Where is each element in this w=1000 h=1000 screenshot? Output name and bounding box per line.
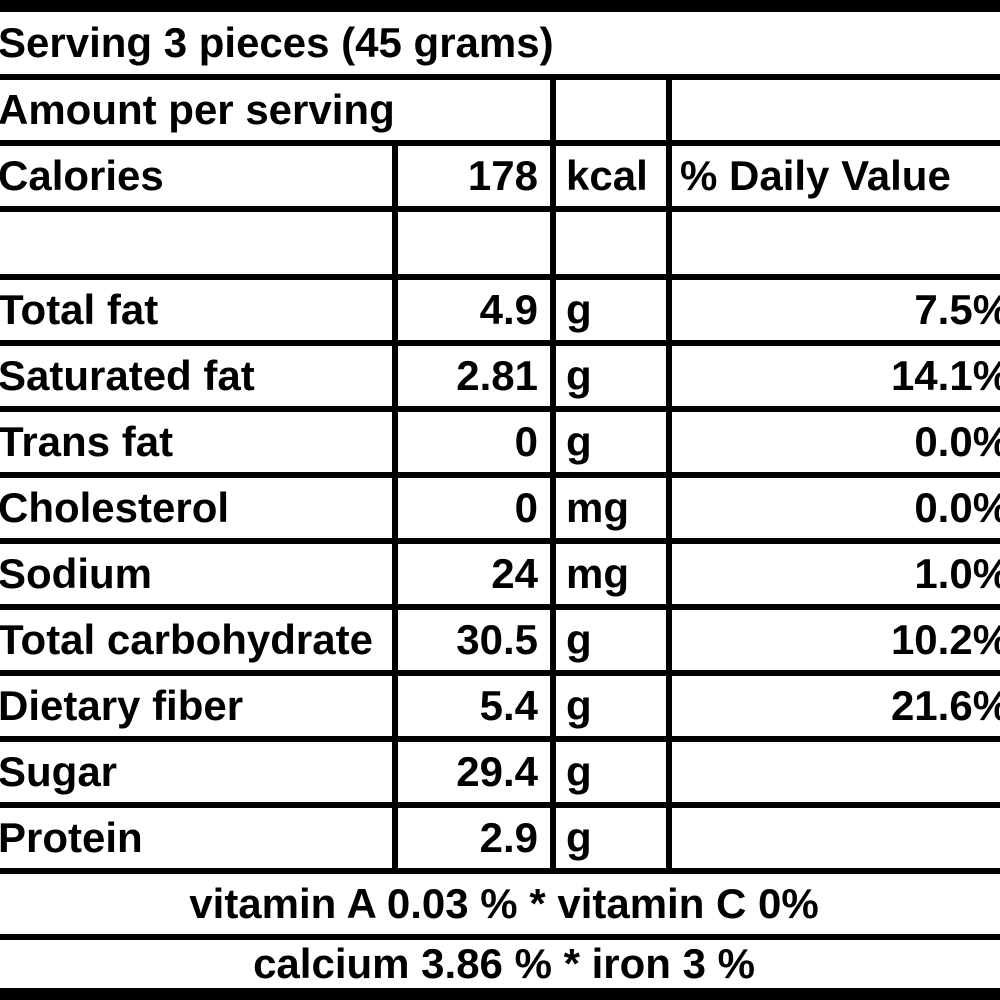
top-border-bar (0, 0, 1000, 12)
nutrient-name: Protein (0, 802, 398, 874)
calories-label: Calories (0, 140, 398, 212)
nutrient-value: 29.4 (392, 736, 556, 808)
nutrient-row-cholesterol: Cholesterol 0 mg 0.0% (0, 472, 1000, 544)
nutrient-daily-value: 10.2% (665, 604, 1000, 676)
nutrient-row-dietary-fiber: Dietary fiber 5.4 g 21.6% (0, 670, 1000, 742)
nutrient-daily-value: 21.6% (665, 670, 1000, 742)
nutrient-value: 2.9 (392, 802, 556, 874)
nutrient-daily-value (665, 736, 1000, 808)
nutrient-value: 30.5 (392, 604, 556, 676)
nutrient-row-sugar: Sugar 29.4 g (0, 736, 1000, 808)
nutrient-daily-value: 0.0% (665, 406, 1000, 478)
mineral-footnote-text: calcium 3.86 % * iron 3 % (0, 934, 1000, 988)
nutrient-unit: g (550, 736, 672, 808)
nutrient-name: Total fat (0, 274, 398, 346)
spacer-row (0, 206, 1000, 280)
nutrient-value: 4.9 (392, 274, 556, 346)
nutrient-unit: g (550, 340, 672, 412)
nutrient-daily-value (665, 802, 1000, 874)
empty-dv-cell (665, 206, 1000, 280)
nutrient-value: 0 (392, 406, 556, 478)
nutrient-daily-value: 0.0% (665, 472, 1000, 544)
nutrient-daily-value: 1.0% (665, 538, 1000, 610)
footnote-row-minerals: calcium 3.86 % * iron 3 % (0, 934, 1000, 988)
bottom-border-bar (0, 988, 1000, 1000)
daily-value-header: % Daily Value (665, 140, 1000, 212)
nutrient-daily-value: 7.5% (665, 274, 1000, 346)
footnote-row-vitamins: vitamin A 0.03 % * vitamin C 0% (0, 868, 1000, 940)
empty-dv-cell (665, 74, 1000, 146)
nutrient-unit: g (550, 670, 672, 742)
nutrient-value: 0 (392, 472, 556, 544)
empty-value-cell (392, 206, 556, 280)
empty-unit-cell (550, 206, 672, 280)
nutrient-daily-value: 14.1% (665, 340, 1000, 412)
nutrient-value: 24 (392, 538, 556, 610)
nutrient-row-sodium: Sodium 24 mg 1.0% (0, 538, 1000, 610)
calories-value: 178 (392, 140, 556, 212)
nutrient-value: 2.81 (392, 340, 556, 412)
nutrient-row-total-fat: Total fat 4.9 g 7.5% (0, 274, 1000, 346)
nutrient-row-total-carbohydrate: Total carbohydrate 30.5 g 10.2% (0, 604, 1000, 676)
nutrition-table: Serving 3 pieces (45 grams) Amount per s… (0, 12, 1000, 988)
nutrient-row-saturated-fat: Saturated fat 2.81 g 14.1% (0, 340, 1000, 412)
empty-unit-cell (550, 74, 672, 146)
nutrient-unit: g (550, 406, 672, 478)
nutrient-value: 5.4 (392, 670, 556, 742)
nutrient-row-protein: Protein 2.9 g (0, 802, 1000, 874)
nutrient-unit: g (550, 802, 672, 874)
nutrient-row-trans-fat: Trans fat 0 g 0.0% (0, 406, 1000, 478)
nutrient-unit: g (550, 604, 672, 676)
serving-size-text: Serving 3 pieces (45 grams) (0, 12, 1000, 80)
serving-row: Serving 3 pieces (45 grams) (0, 12, 1000, 80)
nutrient-unit: mg (550, 472, 672, 544)
nutrient-name: Total carbohydrate (0, 604, 398, 676)
nutrient-name: Dietary fiber (0, 670, 398, 742)
nutrient-name: Sodium (0, 538, 398, 610)
nutrient-unit: g (550, 274, 672, 346)
nutrient-name: Cholesterol (0, 472, 398, 544)
calories-row: Calories 178 kcal % Daily Value (0, 140, 1000, 212)
vitamin-footnote-text: vitamin A 0.03 % * vitamin C 0% (0, 868, 1000, 940)
empty-name-cell (0, 206, 398, 280)
nutrient-name: Saturated fat (0, 340, 398, 412)
calories-unit: kcal (550, 140, 672, 212)
nutrient-name: Trans fat (0, 406, 398, 478)
amount-header-row: Amount per serving (0, 74, 1000, 146)
amount-per-serving-text: Amount per serving (0, 74, 556, 146)
nutrient-unit: mg (550, 538, 672, 610)
nutrient-name: Sugar (0, 736, 398, 808)
